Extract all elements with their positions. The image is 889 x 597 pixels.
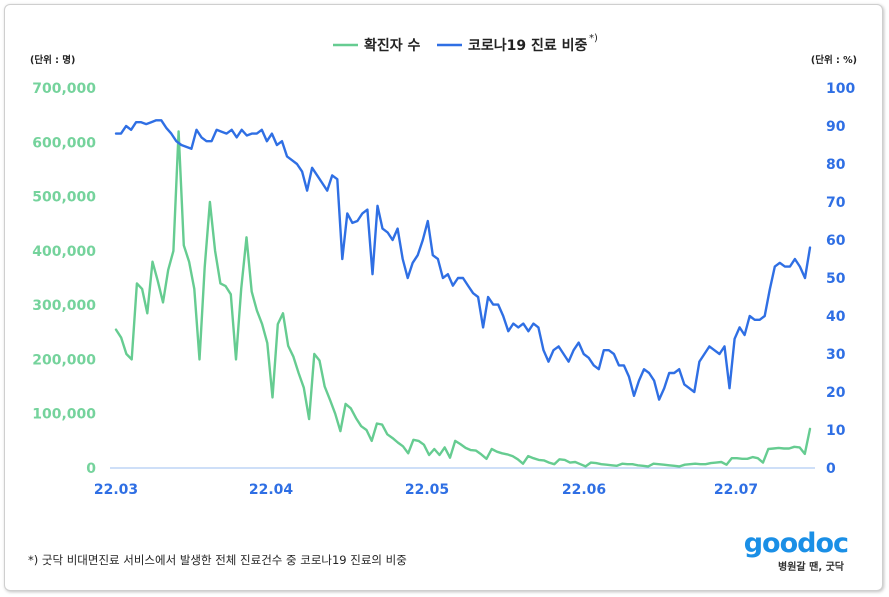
right-tick-label: 90 (826, 119, 846, 135)
series-line-share (114, 119, 812, 401)
right-tick-label: 100 (826, 81, 855, 97)
left-tick-label: 600,000 (32, 135, 96, 151)
x-tick-label: 22.05 (405, 482, 449, 498)
right-tick-label: 20 (826, 385, 846, 401)
left-tick-label: 400,000 (32, 244, 96, 260)
left-tick-label: 0 (86, 461, 96, 477)
x-tick-label: 22.03 (94, 482, 138, 498)
legend: 확진자 수 코로나19 진료 비중 *) (333, 33, 598, 54)
right-tick-label: 50 (826, 271, 846, 287)
left-axis-unit: (단위 : 명) (30, 54, 75, 66)
series-line-confirmed (114, 130, 812, 468)
logo-wordmark: goodoc (743, 528, 849, 559)
left-tick-label: 200,000 (32, 352, 96, 368)
goodoc-logo: goodoc 병원갈 땐, 굿닥 (738, 528, 849, 574)
x-tick-label: 22.07 (714, 482, 758, 498)
right-tick-label: 40 (826, 309, 846, 325)
chart-frame (4, 4, 883, 591)
legend-share-footnote-mark: *) (589, 33, 598, 44)
plot-area: 0 100,000 200,000 300,000 400,000 500,000 600,… (32, 81, 855, 498)
right-tick-label: 30 (826, 347, 846, 363)
right-tick-label: 80 (826, 157, 846, 173)
right-tick-label: 60 (826, 233, 846, 249)
left-tick-label: 700,000 (32, 81, 96, 97)
right-tick-label: 70 (826, 195, 846, 211)
right-tick-label: 0 (826, 461, 836, 477)
right-tick-label: 10 (826, 423, 846, 439)
logo-tagline: 병원갈 땐, 굿닥 (778, 562, 844, 573)
right-axis-unit: (단위 : %) (811, 54, 857, 66)
legend-share-label: 코로나19 진료 비중 (468, 37, 588, 54)
left-tick-label: 300,000 (32, 298, 96, 314)
x-tick-label: 22.04 (249, 482, 294, 498)
legend-confirmed-label: 확진자 수 (364, 37, 421, 54)
x-tick-label: 22.06 (562, 482, 606, 498)
footnote: *) 굿닥 비대면진료 서비스에서 발생한 전체 진료건수 중 코로나19 진료… (28, 553, 407, 567)
left-tick-label: 100,000 (32, 407, 96, 423)
left-tick-label: 500,000 (32, 190, 96, 206)
